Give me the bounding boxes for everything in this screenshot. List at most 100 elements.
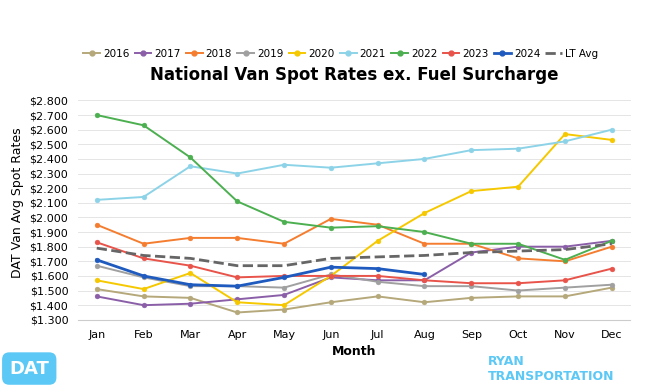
2022 xyxy=(140,123,148,128)
LT Avg xyxy=(561,247,569,252)
2024 xyxy=(140,274,148,278)
2021 xyxy=(421,157,428,161)
2016 xyxy=(421,300,428,305)
2020 xyxy=(467,189,475,193)
2023 xyxy=(421,278,428,283)
LT Avg xyxy=(233,263,241,268)
2018 xyxy=(561,259,569,264)
2017 xyxy=(93,294,101,299)
2017 xyxy=(327,275,335,280)
2019 xyxy=(421,284,428,289)
2018 xyxy=(280,241,288,246)
2017 xyxy=(608,238,616,243)
2016 xyxy=(140,294,148,299)
2016 xyxy=(514,294,522,299)
2024 xyxy=(421,272,428,277)
X-axis label: Month: Month xyxy=(332,345,376,358)
Text: RYAN
TRANSPORTATION: RYAN TRANSPORTATION xyxy=(488,355,614,383)
2020 xyxy=(327,274,335,278)
2017 xyxy=(561,244,569,249)
2021 xyxy=(93,197,101,202)
2016 xyxy=(233,310,241,315)
2021 xyxy=(233,171,241,176)
2023 xyxy=(280,274,288,278)
2022 xyxy=(93,113,101,117)
2019 xyxy=(280,285,288,290)
2018 xyxy=(467,241,475,246)
2020 xyxy=(93,278,101,283)
2019 xyxy=(140,275,148,280)
Line: 2020: 2020 xyxy=(94,132,614,308)
2017 xyxy=(187,301,194,306)
2016 xyxy=(608,285,616,290)
LT Avg xyxy=(280,263,288,268)
2016 xyxy=(327,300,335,305)
Line: 2024: 2024 xyxy=(94,257,427,289)
2022 xyxy=(280,220,288,224)
LT Avg xyxy=(140,253,148,258)
Text: DAT: DAT xyxy=(12,360,49,378)
2016 xyxy=(467,296,475,300)
2023 xyxy=(327,274,335,278)
2022 xyxy=(608,238,616,243)
2022 xyxy=(233,199,241,204)
2017 xyxy=(280,292,288,297)
2018 xyxy=(514,256,522,261)
LT Avg xyxy=(374,255,382,259)
2022 xyxy=(187,155,194,160)
Title: National Van Spot Rates ex. Fuel Surcharge: National Van Spot Rates ex. Fuel Surchar… xyxy=(150,66,558,84)
2021 xyxy=(140,195,148,199)
Y-axis label: DAT Van Avg Spot Rates: DAT Van Avg Spot Rates xyxy=(11,128,24,278)
2022 xyxy=(421,230,428,234)
2024 xyxy=(93,257,101,262)
2018 xyxy=(374,222,382,227)
2016 xyxy=(561,294,569,299)
2024 xyxy=(233,284,241,289)
Line: 2021: 2021 xyxy=(94,127,614,202)
2021 xyxy=(514,146,522,151)
2023 xyxy=(561,278,569,283)
LT Avg xyxy=(93,246,101,250)
2017 xyxy=(233,297,241,302)
2023 xyxy=(187,263,194,268)
2017 xyxy=(514,244,522,249)
2018 xyxy=(608,244,616,249)
2021 xyxy=(187,164,194,168)
Text: DAT: DAT xyxy=(9,360,49,378)
2018 xyxy=(421,241,428,246)
2018 xyxy=(187,236,194,240)
2021 xyxy=(327,165,335,170)
2017 xyxy=(421,278,428,283)
2018 xyxy=(233,236,241,240)
Line: 2017: 2017 xyxy=(94,238,614,308)
2018 xyxy=(93,222,101,227)
2023 xyxy=(93,240,101,245)
2022 xyxy=(514,241,522,246)
2024 xyxy=(280,275,288,280)
2020 xyxy=(421,211,428,215)
2021 xyxy=(374,161,382,166)
2019 xyxy=(187,284,194,289)
2020 xyxy=(561,132,569,136)
2023 xyxy=(608,266,616,271)
2019 xyxy=(561,285,569,290)
2017 xyxy=(467,250,475,255)
2018 xyxy=(140,241,148,246)
Line: 2016: 2016 xyxy=(94,285,614,315)
2019 xyxy=(327,272,335,277)
LT Avg xyxy=(327,256,335,261)
2020 xyxy=(374,238,382,243)
2020 xyxy=(233,300,241,305)
2019 xyxy=(514,288,522,293)
2022 xyxy=(467,241,475,246)
2017 xyxy=(374,278,382,283)
Line: 2023: 2023 xyxy=(94,240,614,285)
2021 xyxy=(467,148,475,152)
2023 xyxy=(514,281,522,285)
Legend: 2016, 2017, 2018, 2019, 2020, 2021, 2022, 2023, 2024, LT Avg: 2016, 2017, 2018, 2019, 2020, 2021, 2022… xyxy=(83,49,599,59)
2016 xyxy=(280,307,288,312)
2024 xyxy=(327,265,335,269)
2016 xyxy=(187,296,194,300)
Line: 2018: 2018 xyxy=(94,216,614,264)
2023 xyxy=(467,281,475,285)
